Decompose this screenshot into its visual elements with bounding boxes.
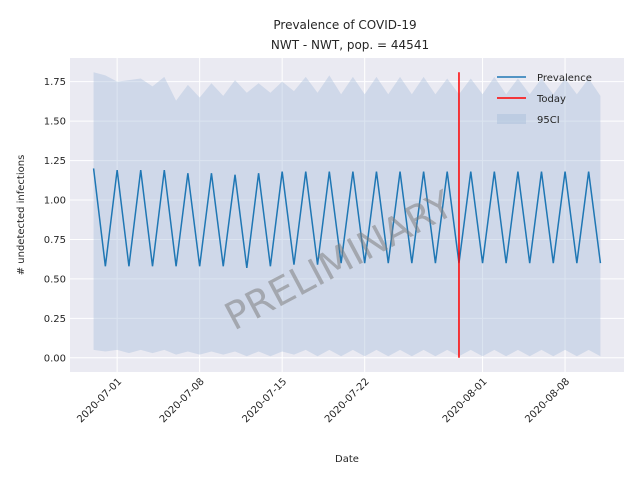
x-tick-label: 2020-07-22 — [323, 376, 372, 425]
chart-title-line2: NWT - NWT, pop. = 44541 — [271, 38, 429, 52]
x-tick-label: 2020-07-15 — [240, 376, 289, 425]
legend-95ci-label: 95CI — [537, 115, 560, 126]
x-tick-label: 2020-07-01 — [75, 376, 124, 425]
legend-95ci-swatch — [497, 114, 526, 124]
y-tick-label: 1.75 — [44, 77, 66, 88]
grid-lines — [70, 58, 624, 372]
y-tick-label: 0.25 — [44, 314, 66, 325]
legend-prevalence-label: Prevalence — [537, 73, 592, 84]
x-axis-ticks: 2020-07-01 2020-07-08 2020-07-15 2020-07-22… — [75, 376, 572, 425]
y-tick-label: 1.00 — [44, 196, 66, 207]
prevalence-line — [92, 168, 602, 268]
y-axis-ticks: 0.00 0.25 0.50 0.75 1.00 1.25 1.50 1.75 — [44, 77, 66, 364]
x-tick-label: 2020-08-01 — [441, 376, 490, 425]
chart-title-line1: Prevalence of COVID-19 — [273, 18, 416, 32]
y-tick-label: 1.25 — [44, 156, 66, 167]
y-tick-label: 0.00 — [44, 353, 66, 364]
y-tick-label: 1.50 — [44, 117, 66, 128]
y-tick-label: 0.75 — [44, 235, 66, 246]
legend-today-label: Today — [536, 94, 566, 105]
y-axis-label: # undetected infections — [16, 155, 27, 276]
legend: Prevalence Today 95CI — [497, 73, 592, 126]
x-axis-label: Date — [335, 454, 359, 465]
x-tick-label: 2020-08-08 — [523, 376, 572, 425]
y-tick-label: 0.50 — [44, 274, 66, 285]
x-tick-label: 2020-07-08 — [158, 376, 207, 425]
